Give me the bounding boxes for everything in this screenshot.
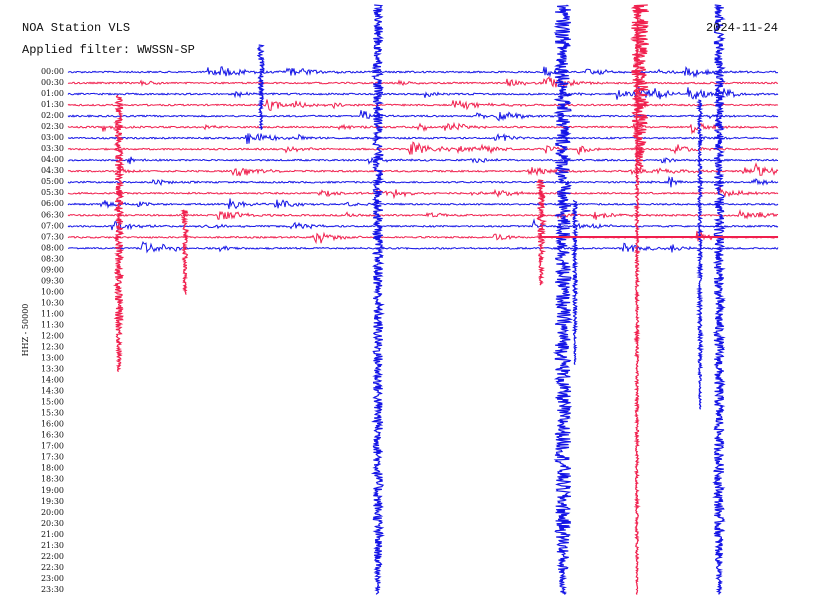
trace [67,110,779,122]
channel-label: HHZ - 50000 [21,304,30,357]
time-label: 12:00 [41,331,64,340]
time-label: 13:30 [41,365,64,374]
time-label: 10:30 [41,298,64,307]
time-label: 19:00 [41,486,64,495]
time-label: 16:30 [41,431,64,440]
time-label: 22:30 [41,563,64,572]
trace [67,186,779,200]
trace [67,240,779,254]
time-label: 21:00 [41,530,64,539]
time-label: 03:00 [41,133,64,142]
traces [67,4,779,595]
time-label: 15:30 [41,409,64,418]
time-label: 13:00 [41,354,64,363]
time-label: 18:30 [41,475,64,484]
time-label: 04:00 [41,155,64,164]
time-label: 14:00 [41,376,64,385]
time-label: 11:00 [41,309,64,318]
time-label: 23:00 [41,574,64,583]
time-label: 00:00 [41,67,64,76]
trace [67,132,779,145]
event [552,4,574,595]
time-label: 21:30 [41,541,64,550]
time-label: 02:30 [41,122,64,131]
time-label: 04:30 [41,166,64,175]
station-title: NOA Station VLS [22,21,130,35]
trace [67,208,779,220]
time-labels: 00:00 00:30 01:00 01:30 02:00 02:30 03:00 03:30… [41,67,64,594]
time-label: 03:30 [41,144,64,153]
trace [67,76,779,88]
trace [67,198,779,210]
trace [67,141,779,156]
event [256,44,266,131]
time-label: 07:00 [41,221,64,230]
time-label: 17:30 [41,453,64,462]
event [535,179,548,286]
time-label: 06:30 [41,210,64,219]
time-label: 07:30 [41,232,64,241]
time-label: 17:00 [41,442,64,451]
time-label: 22:00 [41,552,64,561]
event [370,4,385,595]
event [630,4,649,171]
event [112,94,125,373]
event [570,199,580,365]
time-label: 05:00 [41,177,64,186]
time-label: 14:30 [41,387,64,396]
time-label: 09:30 [41,276,64,285]
date: 2024-11-24 [706,21,778,35]
trace [67,156,778,165]
trace [67,66,779,79]
time-label: 02:00 [41,111,64,120]
filter: Applied filter: WWSSN-SP [22,43,195,57]
time-label: 08:30 [41,254,64,263]
time-label: 06:00 [41,199,64,208]
time-label: 01:30 [41,100,64,109]
trace [67,218,779,231]
event [180,209,190,295]
event [633,4,641,595]
time-label: 18:00 [41,464,64,473]
time-label: 12:30 [41,343,64,352]
time-label: 23:30 [41,585,64,594]
trace [68,162,779,177]
trace [67,99,779,111]
trace [67,175,779,188]
time-label: 11:30 [41,320,64,329]
time-label: 00:30 [41,78,64,87]
trace [67,121,778,135]
time-label: 10:00 [41,287,64,296]
time-label: 16:00 [41,420,64,429]
event [712,4,726,595]
time-label: 08:00 [41,243,64,252]
time-label: 05:30 [41,188,64,197]
trace [67,85,779,100]
time-label: 20:30 [41,519,64,528]
time-label: 09:00 [41,265,64,274]
event [695,99,705,410]
time-label: 19:30 [41,497,64,506]
time-label: 01:00 [41,89,64,98]
time-label: 20:00 [41,508,64,517]
time-label: 15:00 [41,398,64,407]
